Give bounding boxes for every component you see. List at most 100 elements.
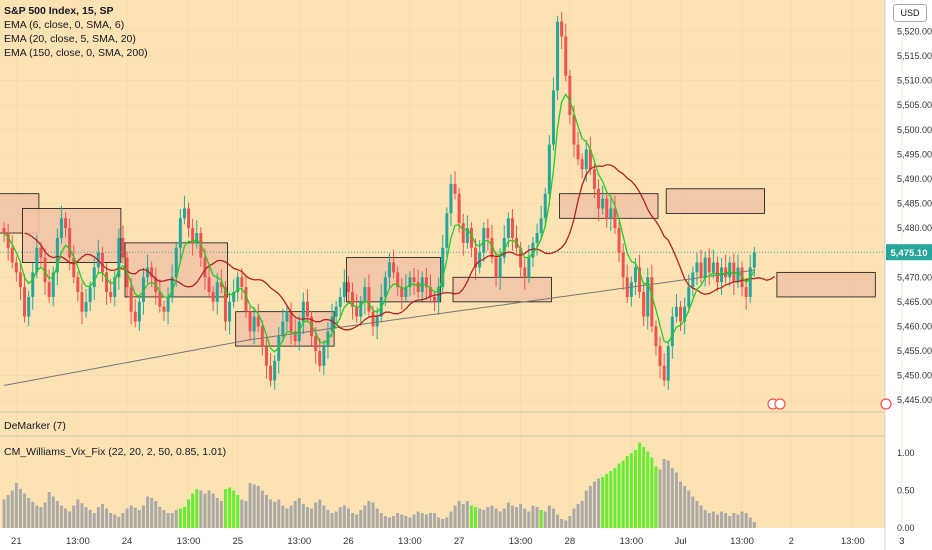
- candle[interactable]: [191, 218, 195, 256]
- candle[interactable]: [592, 163, 596, 199]
- candle[interactable]: [613, 195, 617, 235]
- candle[interactable]: [137, 295, 141, 331]
- candle[interactable]: [277, 326, 281, 374]
- event-marker-icon[interactable]: [774, 398, 786, 410]
- candle[interactable]: [236, 271, 240, 302]
- candle[interactable]: [560, 12, 564, 50]
- candle[interactable]: [683, 297, 687, 335]
- candle[interactable]: [650, 264, 654, 333]
- indicator-ema-6[interactable]: EMA (6, close, 0, SMA, 6): [4, 19, 125, 31]
- candle[interactable]: [695, 253, 699, 286]
- currency-badge[interactable]: USD: [893, 4, 927, 22]
- candle[interactable]: [146, 254, 150, 284]
- candle[interactable]: [59, 205, 63, 244]
- candle[interactable]: [105, 263, 109, 305]
- candle[interactable]: [687, 274, 691, 313]
- indicator-ema-20[interactable]: EMA (20, close, 5, SMA, 20): [4, 33, 136, 45]
- candle[interactable]: [64, 212, 68, 238]
- zone-box[interactable]: [776, 271, 876, 298]
- zone-box[interactable]: [452, 276, 552, 303]
- candle[interactable]: [658, 336, 662, 379]
- candle[interactable]: [121, 225, 125, 264]
- zone-box[interactable]: [559, 193, 659, 219]
- candle[interactable]: [363, 277, 367, 315]
- candle[interactable]: [240, 267, 244, 300]
- zone-box[interactable]: [235, 311, 335, 347]
- candle[interactable]: [568, 69, 572, 125]
- candle[interactable]: [465, 215, 469, 249]
- candle[interactable]: [461, 213, 465, 256]
- candle[interactable]: [23, 274, 27, 323]
- candle[interactable]: [519, 241, 523, 277]
- candle[interactable]: [609, 199, 613, 232]
- candle[interactable]: [494, 251, 498, 287]
- candle[interactable]: [703, 251, 707, 287]
- candle[interactable]: [523, 258, 527, 291]
- candle[interactable]: [396, 266, 400, 297]
- candle[interactable]: [252, 307, 256, 345]
- candle[interactable]: [387, 253, 391, 291]
- candle[interactable]: [273, 354, 277, 390]
- candle[interactable]: [256, 303, 260, 333]
- candle[interactable]: [195, 220, 199, 249]
- candle[interactable]: [412, 267, 416, 295]
- candle[interactable]: [248, 305, 252, 341]
- zone-box[interactable]: [665, 188, 766, 214]
- candle[interactable]: [556, 15, 560, 100]
- candle[interactable]: [351, 282, 355, 320]
- candle[interactable]: [285, 305, 289, 331]
- candle[interactable]: [445, 207, 449, 258]
- candle[interactable]: [625, 264, 629, 303]
- candle[interactable]: [638, 254, 642, 298]
- candle[interactable]: [47, 269, 51, 303]
- candle[interactable]: [715, 256, 719, 292]
- candle[interactable]: [334, 300, 338, 326]
- indicator-ema-150[interactable]: EMA (150, close, 0, SMA, 200): [4, 47, 148, 59]
- candle[interactable]: [318, 338, 322, 372]
- vix-label[interactable]: CM_Williams_Vix_Fix (22, 20, 2, 50, 0.85…: [4, 446, 227, 458]
- candle[interactable]: [289, 302, 293, 345]
- candle[interactable]: [178, 208, 182, 261]
- candle[interactable]: [6, 223, 10, 261]
- candle[interactable]: [453, 171, 457, 200]
- candle[interactable]: [14, 256, 18, 282]
- candle[interactable]: [691, 266, 695, 297]
- candle[interactable]: [133, 298, 137, 328]
- candle[interactable]: [654, 320, 658, 356]
- last-price-badge[interactable]: [886, 244, 932, 261]
- candle[interactable]: [486, 218, 490, 251]
- candle[interactable]: [646, 267, 650, 330]
- candle[interactable]: [605, 192, 609, 228]
- candle[interactable]: [264, 336, 268, 379]
- candle[interactable]: [601, 185, 605, 215]
- candle[interactable]: [564, 23, 568, 82]
- candle[interactable]: [301, 292, 305, 335]
- candle[interactable]: [502, 225, 506, 264]
- candle[interactable]: [449, 174, 453, 227]
- candle[interactable]: [707, 248, 711, 286]
- candle[interactable]: [535, 223, 539, 256]
- candle[interactable]: [158, 279, 162, 313]
- candle[interactable]: [84, 289, 88, 318]
- candle[interactable]: [621, 243, 625, 291]
- demarker-label[interactable]: DeMarker (7): [4, 420, 66, 432]
- candle[interactable]: [666, 340, 670, 390]
- candle[interactable]: [674, 293, 678, 323]
- candle[interactable]: [474, 238, 478, 281]
- candle[interactable]: [322, 340, 326, 376]
- candle[interactable]: [68, 218, 72, 271]
- event-marker-icon[interactable]: [880, 398, 892, 410]
- candle[interactable]: [383, 271, 387, 307]
- candle[interactable]: [736, 254, 740, 289]
- candle[interactable]: [510, 208, 514, 251]
- candle[interactable]: [617, 222, 621, 263]
- candle[interactable]: [31, 263, 35, 310]
- candle[interactable]: [576, 131, 580, 166]
- candle[interactable]: [338, 287, 342, 320]
- candle[interactable]: [527, 244, 531, 284]
- candle[interactable]: [359, 295, 363, 326]
- candle[interactable]: [642, 286, 646, 326]
- candle[interactable]: [551, 77, 555, 151]
- candle[interactable]: [76, 271, 80, 302]
- candle[interactable]: [187, 202, 191, 238]
